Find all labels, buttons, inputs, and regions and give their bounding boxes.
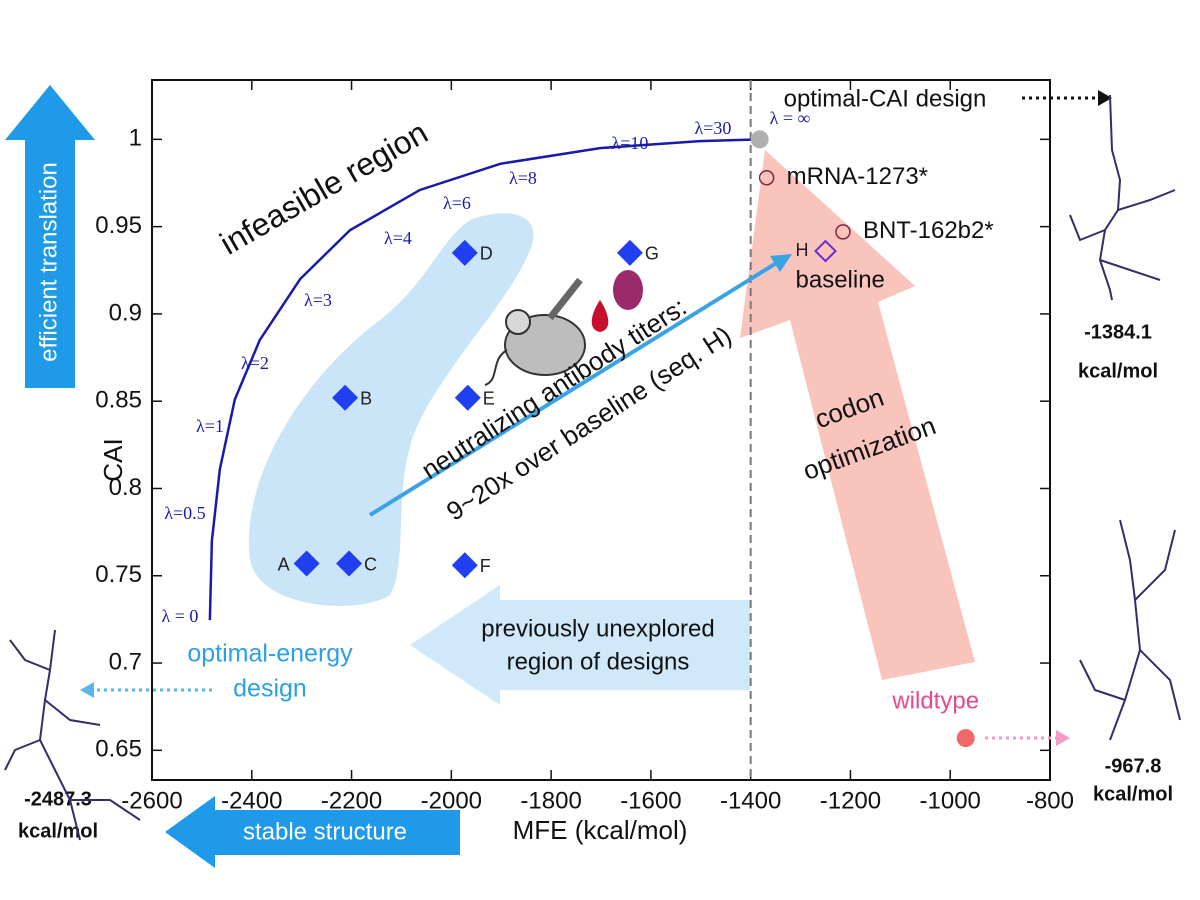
reference-point	[758, 170, 775, 186]
structure-sketch	[4, 739, 41, 771]
reference-label: mRNA-1273*	[787, 163, 928, 190]
annotation: kcal/mol	[1078, 360, 1158, 382]
stable-arrow	[165, 796, 460, 868]
y-tick-label: 0.95	[95, 212, 142, 239]
y-tick-label: 0.9	[109, 299, 142, 326]
design-point	[616, 239, 643, 266]
syringe	[547, 277, 583, 321]
structure-sketch	[9, 639, 51, 671]
structure-sketch	[70, 799, 141, 821]
plot-frame	[151, 79, 1051, 781]
design-point	[454, 384, 481, 411]
baseline-name: baseline	[796, 266, 885, 293]
x-tick-label: -1800	[520, 787, 581, 814]
x-axis-label: MFE (kcal/mol)	[513, 815, 688, 845]
design-label: E	[483, 388, 495, 408]
y-tick-label: 0.8	[109, 474, 142, 501]
x-tick-label: -2600	[121, 787, 182, 814]
wildtype-label: wildtype	[891, 687, 979, 714]
annotation: -1384.1	[1084, 321, 1152, 343]
x-tick-label: -1600	[620, 787, 681, 814]
baseline-point	[814, 239, 837, 263]
lambda-label: λ=8	[509, 168, 537, 188]
y-tick-label: 1	[129, 125, 142, 152]
wildtype-point	[956, 729, 975, 748]
structure-sketch	[1069, 214, 1106, 242]
y-axis-label: CAI	[98, 438, 128, 481]
design-label: D	[480, 244, 493, 264]
structure-sketch	[1099, 259, 1161, 281]
codon-arrow	[740, 150, 975, 680]
reference-label: BNT-162b2*	[863, 217, 994, 244]
lambda-label: λ=1	[196, 416, 224, 436]
annotation: optimal-energy	[187, 640, 353, 668]
annotation: region of designs	[507, 648, 690, 675]
structure-sketch	[1117, 189, 1176, 211]
lambda-label: λ=30	[695, 118, 732, 138]
baseline-label: H	[796, 240, 809, 260]
design-label: A	[278, 554, 290, 574]
x-tick-label: -1000	[920, 787, 981, 814]
x-tick-label: -2000	[421, 787, 482, 814]
x-tick-label: -800	[1026, 787, 1074, 814]
lambda-label: λ=4	[384, 228, 412, 248]
design-point	[451, 239, 478, 266]
annotation: -967.8	[1105, 755, 1162, 777]
y-tick-label: 0.7	[109, 648, 142, 675]
structure-sketch	[1098, 94, 1122, 301]
reference-point	[835, 224, 851, 240]
stable-label: stable structure	[243, 818, 407, 845]
feasible-blob	[248, 213, 534, 606]
x-tick-label: -1400	[720, 787, 781, 814]
structure-sketch	[44, 699, 101, 726]
design-point	[332, 384, 359, 411]
titer-arrow-head	[770, 254, 792, 272]
blood-drop	[591, 300, 609, 332]
lambda-label: λ = ∞	[770, 108, 811, 128]
structure-sketch	[1109, 519, 1142, 741]
design-point	[451, 552, 478, 579]
pointer-head	[1098, 90, 1112, 106]
structure-sketch	[1134, 529, 1176, 601]
design-label: F	[480, 556, 491, 576]
kidney	[613, 270, 643, 310]
pointer-head	[1056, 730, 1070, 746]
y-tick-label: 0.85	[95, 387, 142, 414]
lambda-label: λ=0.5	[164, 503, 205, 523]
design-label: B	[360, 388, 372, 408]
annotation: design	[233, 675, 307, 703]
annotation: kcal/mol	[1093, 783, 1173, 805]
pointer-head	[80, 682, 94, 698]
annotation: kcal/mol	[18, 820, 98, 842]
translation-arrow	[5, 85, 95, 388]
structure-sketch	[1079, 659, 1126, 701]
annotation: optimal-CAI design	[784, 85, 987, 112]
y-tick-label: 0.65	[95, 736, 142, 763]
unexplored-arrow	[410, 585, 750, 705]
x-tick-label: -2200	[321, 787, 382, 814]
lambda-label: λ = 0	[162, 606, 199, 626]
lambda-label: λ=3	[304, 290, 332, 310]
annotation: -2487.3	[24, 788, 92, 810]
x-tick-label: -2400	[221, 787, 282, 814]
mouse-tail	[484, 349, 508, 386]
design-point	[293, 550, 320, 577]
design-point	[336, 550, 363, 577]
annotation: previously unexplored	[481, 615, 714, 642]
lambda-label: λ=2	[241, 353, 269, 373]
translation-label: efficient translation	[35, 162, 62, 362]
design-label: C	[364, 554, 377, 574]
x-tick-label: -1200	[820, 787, 881, 814]
design-label: G	[645, 244, 659, 264]
mouse-ear	[505, 309, 531, 335]
optimal-cai-point	[750, 130, 769, 149]
titer-arrow	[368, 260, 780, 517]
lambda-label: λ=6	[443, 193, 471, 213]
lambda-label: λ=10	[612, 133, 649, 153]
structure-sketch	[1139, 649, 1181, 721]
pareto-curve	[208, 138, 760, 621]
y-tick-label: 0.75	[95, 561, 142, 588]
